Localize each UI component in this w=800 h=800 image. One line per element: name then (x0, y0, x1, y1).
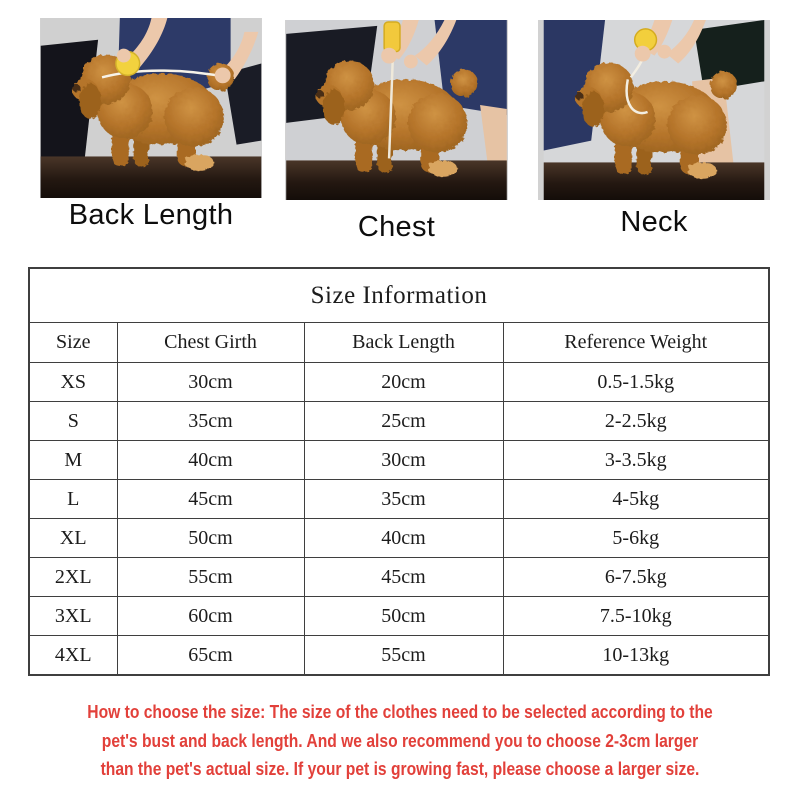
table-cell: S (28, 401, 118, 441)
dark-backdrop (694, 20, 765, 92)
table-row: S 35cm 25cm 2-2.5kg (28, 401, 770, 441)
photo-caption-neck: Neck (620, 206, 688, 238)
header-cell-chest-girth: Chest Girth (116, 322, 305, 363)
size-table-title: Size Information (28, 267, 770, 323)
hand (381, 47, 397, 64)
neck-photo (538, 20, 770, 200)
header-cell-back-length: Back Length (303, 322, 504, 363)
table-cell: 3-3.5kg (502, 440, 770, 480)
table-cell: 4XL (28, 635, 118, 676)
table-cell: 4-5kg (502, 479, 770, 519)
measure-photo-neck: Neck (538, 20, 770, 239)
table-surface (286, 160, 507, 200)
table-cell: 25cm (303, 401, 504, 441)
arm (414, 20, 457, 66)
table-cell: 35cm (116, 401, 305, 441)
hand (634, 45, 651, 62)
size-note-line: pet's bust and back length. And we also … (101, 729, 699, 751)
measuring-tape (101, 69, 227, 79)
chest-photo (285, 20, 508, 200)
table-cell: M (28, 440, 118, 480)
table-header-row: Size Chest Girth Back Length Reference W… (28, 322, 770, 363)
size-note-line: How to choose the size: The size of the … (87, 701, 713, 722)
size-table: Size Information Size Chest Girth Back L… (28, 267, 771, 676)
table-row: XS 30cm 20cm 0.5-1.5kg (28, 362, 770, 402)
table-surface (543, 162, 765, 200)
table-cell: 30cm (303, 440, 504, 480)
table-cell: 50cm (116, 518, 305, 558)
leg (480, 105, 507, 169)
table-cell: 6-7.5kg (502, 557, 770, 597)
table-cell: L (28, 479, 118, 519)
table-cell: 50cm (303, 596, 504, 636)
measuring-tape (387, 51, 395, 159)
table-cell: 7.5-10kg (502, 596, 770, 636)
table-row: 3XL 60cm 50cm 7.5-10kg (28, 596, 770, 636)
table-cell: 0.5-1.5kg (502, 362, 770, 402)
person-clothing (434, 20, 507, 115)
table-surface (40, 156, 262, 198)
table-cell: XS (28, 362, 118, 402)
hand (657, 44, 672, 59)
table-cell: 55cm (303, 635, 504, 676)
table-cell: 30cm (116, 362, 305, 402)
header-cell-reference-weight: Reference Weight (502, 322, 770, 363)
table-cell: 65cm (116, 635, 305, 676)
table-cell: 2XL (28, 557, 118, 597)
table-cell: 5-6kg (502, 518, 770, 558)
table-cell: 10-13kg (502, 635, 770, 676)
back-length-photo (40, 18, 262, 198)
table-cell: 60cm (116, 596, 305, 636)
header-cell-size: Size (28, 322, 118, 363)
table-row: XL 50cm 40cm 5-6kg (28, 518, 770, 558)
tape-measure-body (383, 21, 401, 53)
table-cell: 3XL (28, 596, 118, 636)
photo-caption-chest: Chest (357, 211, 436, 243)
table-cell: 45cm (116, 479, 305, 519)
measuring-tape (625, 79, 649, 115)
table-row: M 40cm 30cm 3-3.5kg (28, 440, 770, 480)
table-row: L 45cm 35cm 4-5kg (28, 479, 770, 519)
size-note-line: than the pet's actual size. If your pet … (100, 758, 700, 779)
table-cell: 40cm (303, 518, 504, 558)
table-cell: 2-2.5kg (502, 401, 770, 441)
table-row: 2XL 55cm 45cm 6-7.5kg (28, 557, 770, 597)
measure-photo-chest: Chest (285, 20, 508, 244)
table-cell: 45cm (303, 557, 504, 597)
hand (116, 48, 131, 63)
table-cell: 55cm (116, 557, 305, 597)
hand (403, 54, 418, 69)
table-cell: XL (28, 518, 118, 558)
measure-photo-back-length: Back Length (40, 18, 262, 232)
dark-backdrop (224, 63, 262, 145)
table-cell: 40cm (116, 440, 305, 480)
table-row: 4XL 65cm 55cm 10-13kg (28, 635, 770, 676)
photo-caption-back-length: Back Length (68, 199, 234, 231)
hand (214, 67, 231, 84)
table-cell: 20cm (303, 362, 504, 402)
table-title-row: Size Information (28, 267, 770, 323)
table-cell: 35cm (303, 479, 504, 519)
size-note: How to choose the size: The size of the … (0, 698, 800, 784)
arm (666, 20, 706, 64)
